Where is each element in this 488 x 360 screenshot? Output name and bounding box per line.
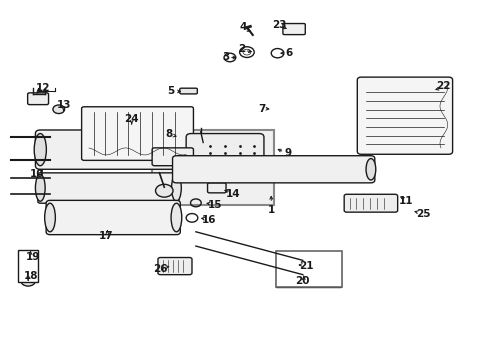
FancyBboxPatch shape — [158, 257, 192, 275]
FancyBboxPatch shape — [186, 134, 264, 176]
Text: 16: 16 — [202, 215, 216, 225]
FancyBboxPatch shape — [28, 93, 48, 105]
FancyBboxPatch shape — [152, 130, 273, 205]
Text: 10: 10 — [30, 168, 44, 179]
Text: 3: 3 — [222, 52, 229, 62]
Text: 11: 11 — [398, 197, 412, 206]
Circle shape — [53, 105, 64, 113]
Bar — [19, 249, 38, 282]
Ellipse shape — [34, 134, 46, 166]
FancyBboxPatch shape — [207, 183, 225, 193]
Ellipse shape — [171, 175, 181, 201]
FancyBboxPatch shape — [152, 148, 193, 166]
FancyBboxPatch shape — [38, 173, 179, 203]
Ellipse shape — [44, 203, 55, 232]
Text: 12: 12 — [36, 83, 50, 93]
FancyBboxPatch shape — [35, 130, 181, 169]
Text: 15: 15 — [207, 200, 222, 210]
Text: 18: 18 — [24, 271, 39, 282]
FancyBboxPatch shape — [180, 88, 197, 94]
Text: 21: 21 — [298, 261, 313, 271]
Ellipse shape — [171, 203, 182, 232]
FancyBboxPatch shape — [283, 23, 305, 35]
Text: 22: 22 — [436, 81, 450, 91]
FancyBboxPatch shape — [278, 265, 300, 285]
Text: 20: 20 — [295, 276, 309, 286]
Bar — [276, 251, 341, 287]
Circle shape — [21, 275, 35, 286]
Text: 23: 23 — [272, 19, 286, 30]
Text: 9: 9 — [284, 148, 291, 158]
Text: 19: 19 — [26, 252, 40, 262]
FancyBboxPatch shape — [344, 194, 397, 212]
Text: 8: 8 — [165, 129, 172, 139]
Circle shape — [22, 251, 34, 259]
Text: 25: 25 — [415, 209, 430, 219]
Circle shape — [155, 184, 173, 197]
FancyBboxPatch shape — [81, 107, 193, 160]
Text: 1: 1 — [267, 205, 274, 215]
Ellipse shape — [35, 175, 45, 201]
Bar — [275, 257, 341, 287]
FancyBboxPatch shape — [357, 77, 452, 154]
Text: 13: 13 — [56, 100, 71, 110]
Text: 6: 6 — [285, 48, 292, 58]
Text: 4: 4 — [239, 22, 246, 32]
Ellipse shape — [366, 158, 375, 180]
Ellipse shape — [170, 134, 182, 166]
Text: 7: 7 — [257, 104, 264, 113]
Text: 5: 5 — [166, 86, 174, 96]
Circle shape — [290, 266, 301, 274]
Text: 2: 2 — [238, 44, 245, 54]
Text: 26: 26 — [153, 264, 168, 274]
Text: 24: 24 — [124, 114, 139, 124]
FancyBboxPatch shape — [46, 201, 180, 235]
Text: 14: 14 — [225, 189, 240, 199]
Text: 17: 17 — [99, 231, 113, 242]
FancyBboxPatch shape — [172, 156, 374, 183]
